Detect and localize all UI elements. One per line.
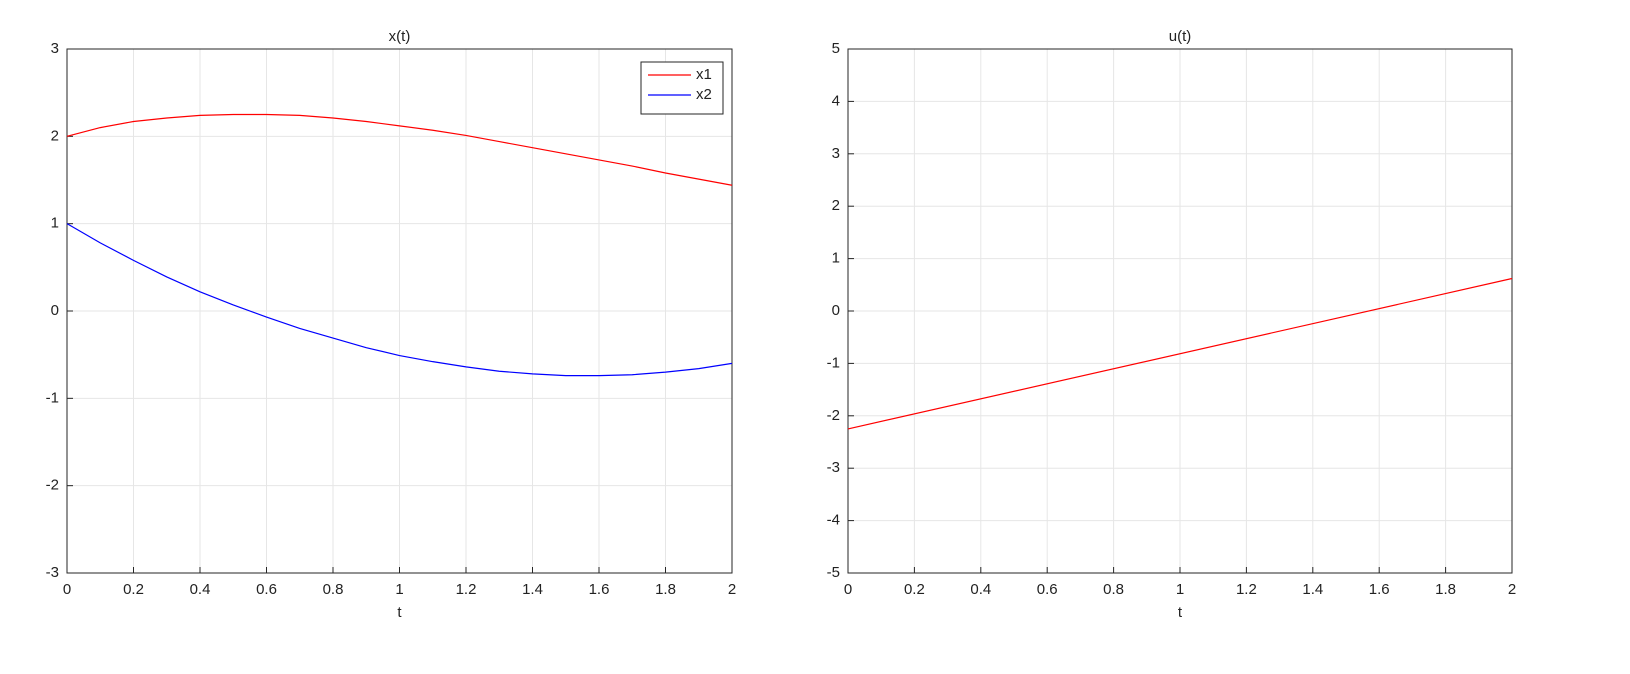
x-tick-label: 0.4 (190, 581, 211, 598)
x-tick-label: 0.2 (123, 581, 144, 598)
chart-title: x(t) (389, 28, 411, 45)
y-tick-label: 3 (51, 40, 59, 57)
y-tick-label: 1 (51, 215, 59, 232)
x-tick-label: 0.6 (1037, 581, 1058, 598)
x-tick-label: 1.4 (522, 581, 543, 598)
y-tick-label: 5 (832, 40, 840, 57)
y-tick-label: -5 (827, 564, 840, 581)
y-tick-label: -3 (46, 564, 59, 581)
x-tick-label: 0.2 (904, 581, 925, 598)
x-tick-label: 1.8 (655, 581, 676, 598)
axes-box (847, 48, 1513, 574)
x-tick-label: 0 (844, 581, 852, 598)
x-tick-label: 0 (63, 581, 71, 598)
x-tick-label: 1.2 (456, 581, 477, 598)
y-tick-label: 2 (832, 197, 840, 214)
x-axis-label: t (1178, 604, 1183, 621)
legend-label: x2 (696, 86, 712, 103)
y-tick-label: 0 (832, 302, 840, 319)
x-tick-label: 0.8 (1103, 581, 1124, 598)
x-tick-label: 0.6 (256, 581, 277, 598)
y-tick-label: -1 (827, 354, 840, 371)
x-tick-label: 2 (728, 581, 736, 598)
x-tick-label: 1 (1176, 581, 1184, 598)
y-tick-label: 4 (832, 92, 840, 109)
y-tick-label: -3 (827, 459, 840, 476)
y-tick-label: -2 (827, 407, 840, 424)
x-tick-label: 1 (395, 581, 403, 598)
x-tick-label: 1.8 (1435, 581, 1456, 598)
legend-label: x1 (696, 66, 712, 83)
y-tick-label: -4 (827, 512, 840, 529)
legend-box (640, 61, 724, 115)
y-tick-label: -2 (46, 477, 59, 494)
y-tick-label: 2 (51, 127, 59, 144)
data-line (847, 277, 1513, 430)
x-tick-label: 1.6 (589, 581, 610, 598)
data-line (66, 223, 733, 377)
x-tick-label: 1.2 (1236, 581, 1257, 598)
x-tick-label: 2 (1508, 581, 1516, 598)
y-tick-label: -1 (46, 389, 59, 406)
x-tick-label: 1.6 (1369, 581, 1390, 598)
y-tick-label: 3 (832, 145, 840, 162)
x-tick-label: 0.4 (970, 581, 991, 598)
axes-box (66, 48, 733, 574)
x-axis-label: t (397, 604, 402, 621)
x-tick-label: 0.8 (323, 581, 344, 598)
y-tick-label: 0 (51, 302, 59, 319)
x-tick-label: 1.4 (1302, 581, 1323, 598)
chart-title: u(t) (1169, 28, 1192, 45)
data-line (66, 113, 733, 186)
y-tick-label: 1 (832, 250, 840, 267)
